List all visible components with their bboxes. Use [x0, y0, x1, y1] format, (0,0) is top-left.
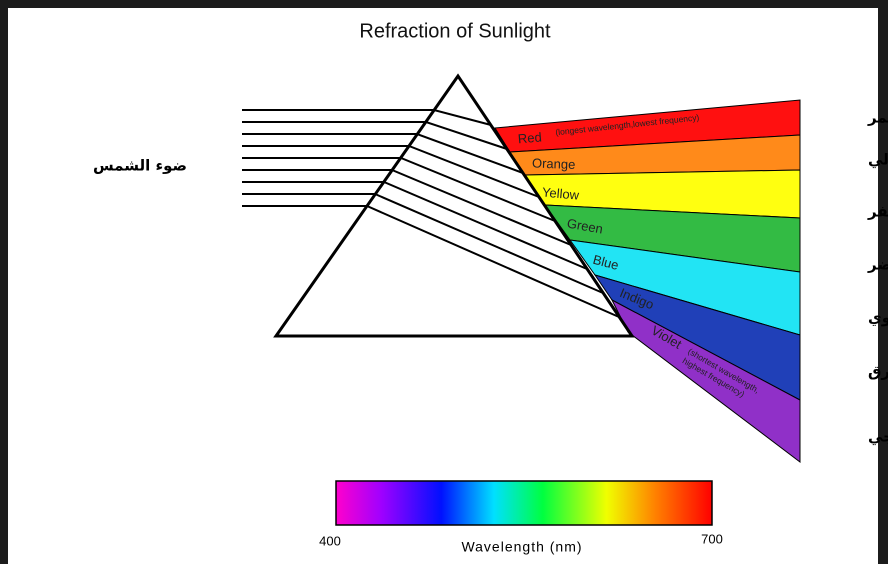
scale-min: 400 — [319, 533, 341, 548]
scale-label: Wavelength (nm) — [461, 539, 582, 555]
arabic-label: أصفر — [867, 202, 888, 221]
arabic-label: سماوي — [868, 309, 888, 328]
band-label: Yellow — [541, 184, 580, 202]
band-label: Blue — [591, 252, 620, 273]
arabic-label: أحمر — [867, 108, 888, 127]
arabic-label: أزرق — [868, 362, 888, 381]
arabic-label: برتقالي — [868, 151, 888, 169]
title: Refraction of Sunlight — [359, 20, 551, 42]
band-label: Orange — [532, 155, 576, 172]
sunlight-label: ضوء الشمس — [93, 157, 187, 175]
band-label: Red — [517, 129, 542, 146]
arabic-label: بنفسجي — [868, 428, 888, 446]
band-label: Green — [566, 216, 604, 237]
arabic-label: أخضر — [867, 255, 888, 274]
prism — [273, 73, 635, 338]
spectrum-fan — [494, 99, 801, 464]
spectrum-bar — [335, 480, 713, 526]
scale-max: 700 — [701, 531, 723, 546]
